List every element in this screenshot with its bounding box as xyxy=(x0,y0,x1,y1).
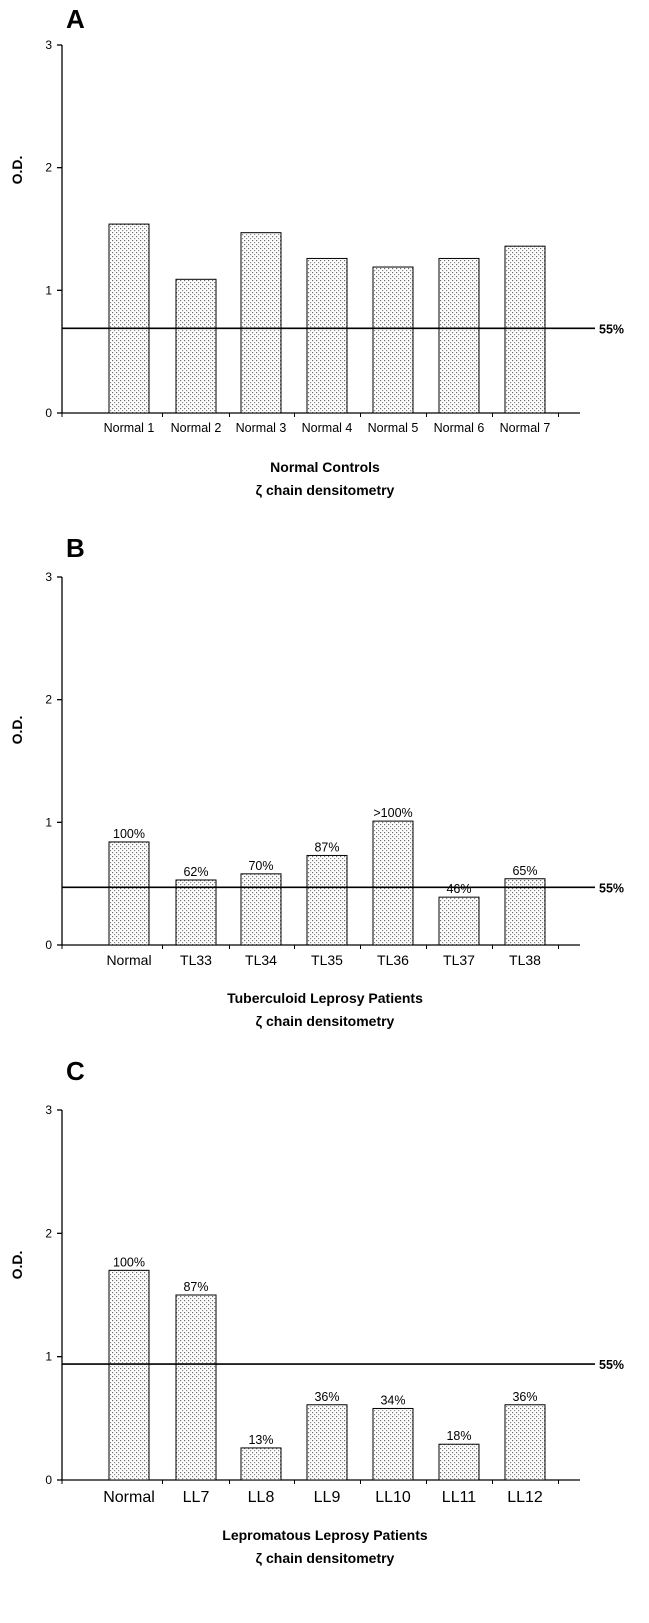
y-tick-label: 0 xyxy=(45,938,52,952)
data-label: 87% xyxy=(183,1280,208,1294)
y-tick-label: 0 xyxy=(45,1473,52,1487)
category-label: Normal 1 xyxy=(104,421,155,435)
y-axis-label: O.D. xyxy=(9,156,25,185)
data-label: 70% xyxy=(248,859,273,873)
data-label: >100% xyxy=(373,806,412,820)
bar xyxy=(372,266,414,414)
category-label: Normal 6 xyxy=(434,421,485,435)
category-label: TL33 xyxy=(180,952,212,968)
panel-letter: B xyxy=(66,533,85,563)
data-label: 62% xyxy=(183,865,208,879)
bar xyxy=(108,841,150,946)
bar xyxy=(306,1404,348,1481)
category-label: LL9 xyxy=(314,1489,341,1506)
caption-title: Lepromatous Leprosy Patients xyxy=(222,1527,428,1543)
panel-a: A 0 1 2 3 O.D. Normal 1 Normal 2 Normal 3 Normal … xyxy=(9,4,624,498)
caption-subtitle: ζ chain densitometry xyxy=(256,1013,395,1029)
category-label: TL37 xyxy=(443,952,475,968)
category-label: TL38 xyxy=(509,952,541,968)
category-label: Normal 3 xyxy=(236,421,287,435)
category-label: Normal xyxy=(103,1489,155,1506)
bar xyxy=(175,278,217,414)
bar xyxy=(108,1269,150,1481)
caption-title: Normal Controls xyxy=(270,459,380,475)
y-tick-label: 3 xyxy=(45,570,52,584)
y-axis-label: O.D. xyxy=(9,716,25,745)
category-label: Normal 7 xyxy=(500,421,551,435)
category-label: TL35 xyxy=(311,952,343,968)
category-label: Normal 5 xyxy=(368,421,419,435)
data-label: 87% xyxy=(314,840,339,854)
bar xyxy=(306,854,348,946)
caption-subtitle: ζ chain densitometry xyxy=(256,1550,395,1566)
reference-line-label: 55% xyxy=(599,322,624,336)
bar xyxy=(504,1404,546,1481)
category-label: Normal 2 xyxy=(171,421,222,435)
data-label: 36% xyxy=(314,1390,339,1404)
bar xyxy=(504,878,546,946)
y-axis-label: O.D. xyxy=(9,1251,25,1280)
reference-line-label: 55% xyxy=(599,881,624,895)
y-tick-label: 3 xyxy=(45,1103,52,1117)
bar xyxy=(438,896,480,946)
bar xyxy=(240,873,282,946)
category-label: Normal 4 xyxy=(302,421,353,435)
category-label: LL7 xyxy=(183,1489,210,1506)
bar xyxy=(175,1294,217,1481)
y-tick-label: 0 xyxy=(45,406,52,420)
data-label: 65% xyxy=(512,864,537,878)
category-label: LL11 xyxy=(442,1489,477,1506)
bar xyxy=(504,245,546,414)
data-label: 13% xyxy=(248,1433,273,1447)
panel-b: B 0 1 2 3 O.D. Normal 100% TL33 62% TL34 70% TL35 87%… xyxy=(9,533,624,1029)
category-label: Normal xyxy=(106,952,151,968)
y-tick-label: 2 xyxy=(45,161,52,175)
category-label: LL12 xyxy=(507,1489,543,1506)
y-tick-label: 1 xyxy=(45,1350,52,1364)
bar xyxy=(372,820,414,946)
caption-subtitle: ζ chain densitometry xyxy=(256,482,395,498)
bar xyxy=(175,879,217,946)
panel-letter: C xyxy=(66,1056,85,1086)
category-label: LL10 xyxy=(375,1489,411,1506)
bar xyxy=(372,1407,414,1481)
data-label: 34% xyxy=(380,1393,405,1407)
caption-title: Tuberculoid Leprosy Patients xyxy=(227,990,423,1006)
panel-c: C 0 1 2 3 O.D. Normal 100% LL7 87% LL8 13% LL9 36% LL1… xyxy=(9,1056,624,1566)
data-label: 100% xyxy=(113,1255,145,1269)
panel-letter: A xyxy=(66,4,85,34)
category-label: LL8 xyxy=(248,1489,275,1506)
bar xyxy=(438,257,480,414)
data-label: 18% xyxy=(446,1429,471,1443)
y-tick-label: 1 xyxy=(45,815,52,829)
bar xyxy=(240,1447,282,1481)
y-tick-label: 1 xyxy=(45,283,52,297)
category-label: TL34 xyxy=(245,952,277,968)
bar xyxy=(240,232,282,414)
reference-line-label: 55% xyxy=(599,1358,624,1372)
bar xyxy=(108,223,150,414)
y-tick-label: 3 xyxy=(45,38,52,52)
category-label: TL36 xyxy=(377,952,409,968)
bar xyxy=(306,257,348,414)
y-tick-label: 2 xyxy=(45,1226,52,1240)
data-label: 100% xyxy=(113,827,145,841)
data-label: 46% xyxy=(446,882,471,896)
data-label: 36% xyxy=(512,1390,537,1404)
bar xyxy=(438,1443,480,1481)
y-tick-label: 2 xyxy=(45,693,52,707)
